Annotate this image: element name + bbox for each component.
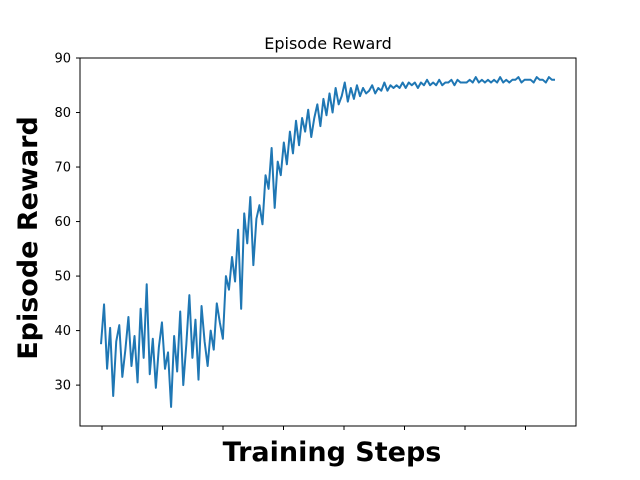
y-tick-label: 90 — [54, 52, 71, 67]
plot-area — [100, 76, 555, 408]
x-axis-label: Training Steps — [223, 437, 442, 468]
y-tick-label: 50 — [54, 270, 71, 285]
reward-series-line — [100, 76, 555, 408]
y-tick-label: 70 — [54, 161, 71, 176]
chart-title: Episode Reward — [264, 34, 392, 53]
y-tick-label: 40 — [54, 324, 71, 339]
x-axis-ticks — [101, 426, 526, 430]
y-tick-label: 30 — [54, 379, 71, 394]
axes-frame — [79, 57, 577, 427]
y-axis-ticks: 30 40 50 60 70 80 90 — [54, 52, 80, 394]
y-tick-label: 80 — [54, 106, 71, 121]
y-axis-label: Episode Reward — [13, 116, 44, 360]
y-tick-label: 60 — [54, 215, 71, 230]
